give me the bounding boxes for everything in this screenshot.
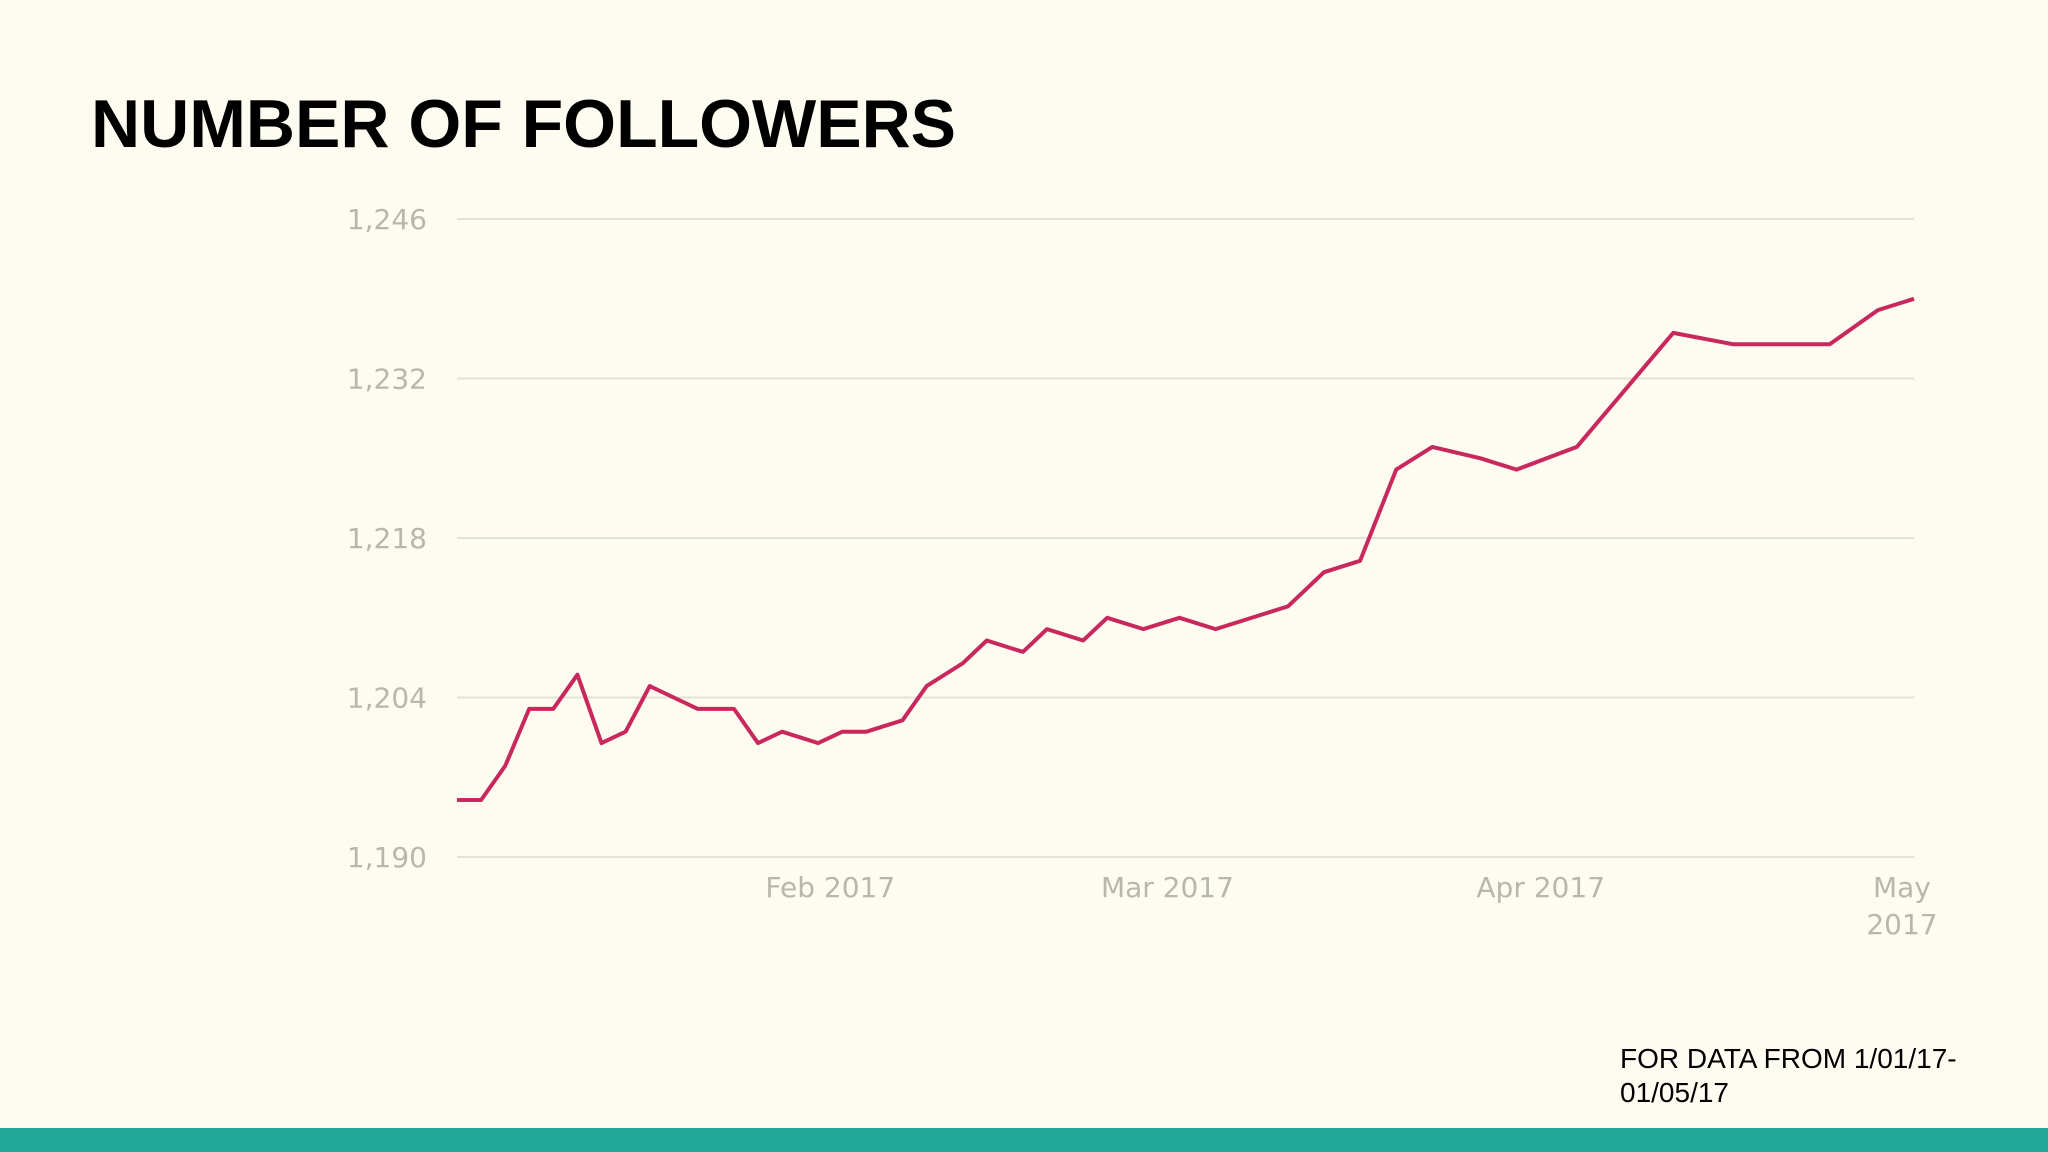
y-axis-tick-labels: 1,190 1,204 1,218 1,232 1,246	[347, 203, 427, 874]
y-tick-label: 1,218	[347, 522, 427, 555]
x-tick-label: Feb 2017	[765, 871, 895, 904]
x-tick-label: May 2017	[1866, 871, 1937, 941]
y-tick-label: 1,190	[347, 841, 427, 874]
x-axis-tick-labels: Feb 2017 Mar 2017 Apr 2017 May 2017	[765, 871, 1937, 941]
y-tick-label: 1,232	[347, 363, 427, 396]
y-tick-label: 1,246	[347, 203, 427, 236]
x-tick-label: Mar 2017	[1101, 871, 1234, 904]
chart-series	[457, 296, 1915, 802]
y-tick-label: 1,204	[347, 682, 427, 715]
followers-series-line	[457, 296, 1915, 802]
date-range-footnote: FOR DATA FROM 1/01/17-01/05/17	[1620, 1043, 1957, 1108]
chart-gridlines	[457, 218, 1914, 858]
x-tick-label: Apr 2017	[1476, 871, 1605, 904]
footer-accent-bar	[0, 1128, 2048, 1152]
page-title: NUMBER OF FOLLOWERS	[91, 86, 957, 162]
